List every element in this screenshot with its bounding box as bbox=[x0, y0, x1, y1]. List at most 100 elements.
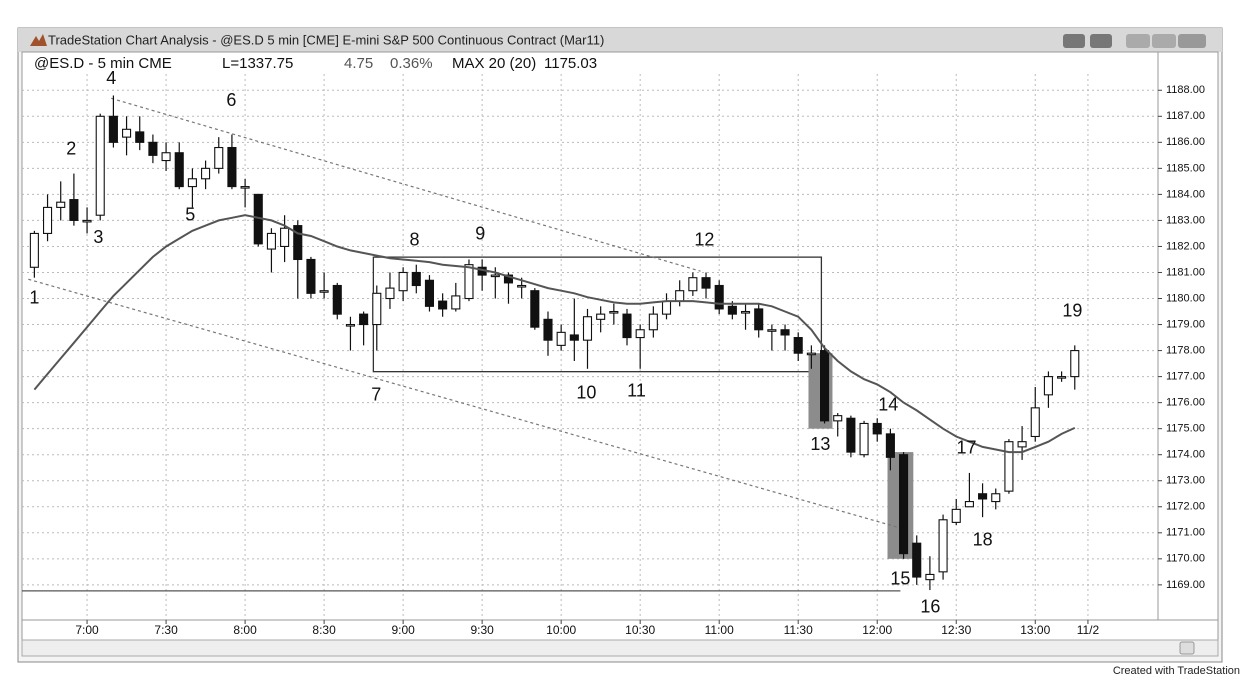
candle-body bbox=[280, 227, 290, 248]
bar-number: 16 bbox=[920, 597, 940, 617]
symbol-label: @ES.D - 5 min CME bbox=[34, 55, 172, 72]
candle-body bbox=[438, 300, 448, 310]
candle-body bbox=[293, 225, 303, 261]
candle-body bbox=[503, 274, 514, 284]
toolbar-button[interactable] bbox=[1063, 34, 1085, 48]
x-tick-label: 9:00 bbox=[391, 623, 415, 637]
candle-body bbox=[42, 206, 53, 234]
y-tick-label: 1176.00 bbox=[1166, 397, 1205, 409]
candle-body bbox=[582, 316, 593, 341]
candle-body bbox=[266, 232, 276, 250]
bar-number: 7 bbox=[371, 385, 381, 405]
y-tick-label: 1186.00 bbox=[1166, 136, 1205, 148]
candle-body bbox=[569, 334, 579, 341]
candle-body bbox=[806, 352, 816, 356]
candle-body bbox=[161, 152, 171, 162]
y-tick-label: 1175.00 bbox=[1166, 423, 1205, 435]
candle-body bbox=[95, 115, 105, 216]
bar-number: 19 bbox=[1062, 300, 1082, 320]
x-tick-label: 10:30 bbox=[625, 623, 655, 637]
candle-body bbox=[108, 115, 118, 143]
indicator-value: 1175.03 bbox=[544, 55, 597, 72]
x-tick-label: 11/2 bbox=[1077, 623, 1100, 637]
app-icon bbox=[30, 34, 47, 46]
y-tick-label: 1178.00 bbox=[1166, 344, 1205, 356]
bar-number: 17 bbox=[957, 438, 977, 458]
y-tick-label: 1170.00 bbox=[1166, 553, 1205, 565]
candle-body bbox=[345, 323, 355, 327]
y-tick-label: 1185.00 bbox=[1166, 162, 1205, 174]
candle-body bbox=[424, 279, 435, 307]
candle-body bbox=[951, 508, 961, 523]
candle-body bbox=[780, 329, 790, 336]
y-tick-label: 1169.00 bbox=[1166, 579, 1205, 591]
candle-body bbox=[714, 284, 724, 310]
candle-body bbox=[885, 433, 895, 458]
candle-body bbox=[767, 329, 777, 332]
candle-body bbox=[332, 284, 342, 315]
candle-body bbox=[227, 146, 237, 188]
scroll-thumb[interactable] bbox=[1179, 641, 1195, 655]
y-tick-label: 1188.00 bbox=[1166, 84, 1205, 96]
candle-body bbox=[1057, 376, 1067, 379]
bar-number: 5 bbox=[185, 205, 195, 225]
bar-number: 13 bbox=[810, 434, 830, 454]
x-tick-label: 11:00 bbox=[705, 623, 734, 637]
candle-body bbox=[635, 329, 645, 339]
bar-number: 18 bbox=[973, 529, 993, 549]
last-price: L=1337.75 bbox=[222, 55, 293, 72]
close-button[interactable] bbox=[1178, 34, 1206, 48]
scrollbar[interactable] bbox=[21, 639, 1219, 657]
y-tick-label: 1172.00 bbox=[1166, 501, 1205, 513]
candle-body bbox=[964, 501, 974, 508]
y-tick-label: 1177.00 bbox=[1166, 371, 1205, 383]
candle-body bbox=[978, 493, 988, 500]
change: 4.75 bbox=[344, 55, 373, 72]
candle-body bbox=[451, 295, 461, 310]
candle-body bbox=[596, 313, 606, 320]
y-tick-label: 1184.00 bbox=[1166, 188, 1205, 200]
candle-body bbox=[1070, 350, 1080, 378]
x-tick-label: 8:00 bbox=[233, 623, 257, 637]
candle-body bbox=[359, 313, 369, 326]
chart: 1169.00 1170.00 1171.00 1172.00 1173.00 1174.… bbox=[22, 68, 1205, 637]
moving-average bbox=[33, 214, 1076, 454]
candle-body bbox=[240, 186, 250, 189]
toolbar-button[interactable] bbox=[1090, 34, 1112, 48]
maximize-button[interactable] bbox=[1152, 34, 1176, 48]
candle-body bbox=[398, 271, 408, 292]
candle-body bbox=[912, 542, 922, 578]
minimize-button[interactable] bbox=[1126, 34, 1150, 48]
candle-body bbox=[187, 178, 197, 188]
candle-body bbox=[648, 313, 658, 331]
y-tick-label: 1182.00 bbox=[1166, 240, 1205, 252]
candle-body bbox=[385, 287, 395, 300]
bar-number: 3 bbox=[93, 227, 103, 247]
candle-body bbox=[490, 274, 500, 278]
price-axis bbox=[1157, 51, 1219, 621]
candle-body bbox=[740, 310, 751, 314]
x-tick-label: 7:30 bbox=[154, 623, 178, 637]
candle-body bbox=[1004, 441, 1014, 492]
window-title: TradeStation Chart Analysis - @ES.D 5 mi… bbox=[48, 32, 604, 47]
candle-body bbox=[819, 350, 830, 422]
candle-body bbox=[556, 331, 566, 346]
footer-note: Created with TradeStation bbox=[1113, 665, 1240, 676]
bar-number: 12 bbox=[694, 230, 714, 250]
candle-body bbox=[319, 290, 329, 293]
candle-body bbox=[372, 292, 382, 326]
y-tick-label: 1181.00 bbox=[1166, 266, 1205, 278]
candle-body bbox=[148, 141, 158, 156]
candle-body bbox=[122, 128, 132, 138]
candle-body bbox=[1017, 441, 1027, 448]
y-tick-label: 1183.00 bbox=[1166, 214, 1205, 226]
candle-body bbox=[991, 493, 1001, 503]
x-tick-label: 8:30 bbox=[312, 623, 336, 637]
x-tick-label: 9:30 bbox=[470, 623, 494, 637]
y-tick-label: 1187.00 bbox=[1166, 110, 1205, 122]
candle-body bbox=[135, 131, 145, 143]
candle-body bbox=[925, 573, 935, 581]
candle-body bbox=[1043, 376, 1053, 396]
y-tick-label: 1171.00 bbox=[1166, 527, 1205, 539]
